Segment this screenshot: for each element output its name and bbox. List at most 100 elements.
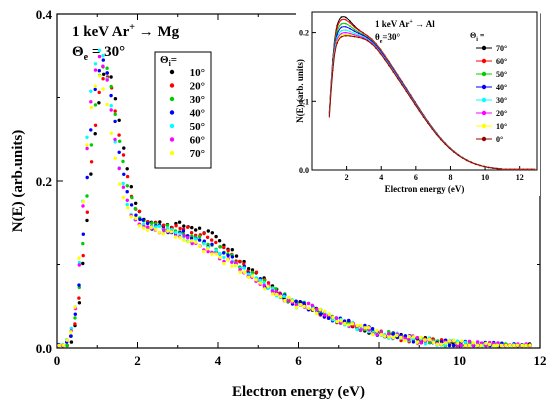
inset-data-point: [431, 128, 434, 130]
data-point: [101, 54, 105, 58]
chart-title: 1 keV Ar+ → Mg: [72, 22, 180, 40]
data-point: [113, 109, 117, 113]
data-point: [512, 343, 516, 348]
data-point: [222, 245, 226, 250]
data-point: [165, 223, 170, 227]
data-point: [197, 238, 202, 242]
data-point: [314, 311, 319, 315]
data-point: [117, 150, 121, 154]
data-point: [133, 206, 137, 211]
data-point: [85, 218, 89, 223]
data-point: [375, 332, 379, 337]
data-point: [101, 64, 105, 68]
inset-data-point: [357, 34, 360, 36]
data-point: [157, 224, 162, 228]
data-point: [129, 185, 133, 189]
data-point: [125, 174, 130, 179]
inset-legend-marker: [481, 110, 487, 116]
inset-data-point: [340, 26, 343, 29]
inset-data-point: [349, 27, 351, 30]
data-point: [141, 226, 146, 230]
data-point: [217, 251, 222, 256]
data-point: [161, 223, 166, 227]
data-point: [93, 84, 97, 88]
data-point: [218, 255, 222, 260]
data-point: [217, 239, 222, 243]
data-point: [57, 343, 61, 348]
inset-data-point: [353, 34, 356, 36]
data-point: [121, 195, 126, 200]
data-point: [315, 307, 319, 311]
data-point: [93, 87, 97, 92]
data-point: [302, 304, 306, 309]
data-point: [206, 229, 210, 233]
data-point: [238, 268, 242, 272]
data-point: [226, 253, 230, 258]
data-point: [246, 275, 251, 279]
y-tick-label: 0.4: [36, 7, 53, 22]
x-tick-label: 10: [453, 353, 466, 368]
data-point: [129, 203, 134, 207]
data-point: [121, 185, 126, 189]
data-point: [122, 146, 126, 150]
data-point: [286, 298, 290, 302]
data-point: [101, 87, 105, 91]
data-point: [274, 292, 279, 297]
data-point: [355, 323, 359, 328]
data-point: [484, 341, 488, 346]
data-point: [411, 340, 416, 344]
data-point: [126, 206, 130, 210]
data-point: [81, 200, 86, 204]
inset-x-tick-label: 10: [481, 173, 489, 182]
inset-data-point: [522, 168, 524, 171]
data-point: [359, 323, 363, 328]
data-point: [407, 334, 411, 339]
data-point: [129, 215, 133, 219]
data-point: [174, 224, 178, 228]
data-point: [97, 101, 101, 105]
inset-series-lines: [328, 16, 536, 171]
data-point: [141, 218, 145, 222]
data-point: [161, 232, 165, 236]
data-point: [391, 332, 395, 336]
inset-data-point: [345, 31, 347, 34]
data-point: [190, 241, 194, 246]
data-point: [383, 334, 387, 338]
data-point: [214, 234, 218, 239]
data-point: [218, 245, 223, 249]
inset-legend-marker: [481, 97, 487, 103]
inset-data-point: [340, 16, 343, 18]
data-point: [423, 342, 428, 346]
data-point: [270, 289, 275, 293]
data-point: [471, 341, 475, 345]
data-point: [306, 301, 311, 306]
data-point: [178, 232, 182, 236]
data-point: [77, 260, 82, 265]
inset-data-point: [345, 16, 347, 19]
data-point: [105, 71, 109, 75]
data-point: [250, 274, 255, 278]
inset-data-point: [353, 35, 356, 38]
inset-data-point: [414, 103, 416, 106]
data-point: [89, 100, 93, 104]
data-point: [350, 322, 355, 326]
data-point: [117, 118, 121, 123]
legend-label: 10°: [190, 67, 205, 79]
y-tick-label: 0.2: [36, 174, 52, 189]
data-point: [85, 146, 89, 151]
data-point: [298, 303, 303, 307]
inset-data-point: [340, 34, 343, 37]
inset-legend-marker: [481, 84, 487, 90]
data-point: [226, 248, 230, 253]
data-point: [97, 69, 102, 73]
data-point: [318, 307, 322, 312]
legend-marker: [169, 69, 175, 75]
inset-data-point: [349, 35, 351, 37]
data-point: [125, 167, 129, 171]
x-tick-label: 2: [134, 353, 141, 368]
data-point: [520, 343, 524, 348]
inset-data-point: [383, 58, 386, 61]
data-point: [102, 72, 106, 77]
inset-data-point: [366, 34, 369, 37]
